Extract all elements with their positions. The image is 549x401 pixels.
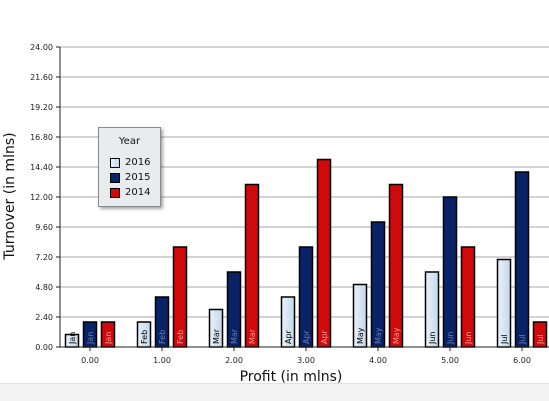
y-tick-label: 21.60 [30, 73, 53, 82]
bar-category-label: Jun [428, 332, 437, 346]
y-tick-label: 7.20 [35, 253, 53, 262]
bar-2015-jun[interactable] [442, 196, 458, 348]
bar-category-label: May [392, 327, 401, 344]
legend-swatch-2014 [110, 187, 120, 198]
y-tick-label: 4.80 [35, 283, 53, 292]
bar-category-label: Jul [500, 334, 509, 345]
x-tick-label: 1.00 [153, 356, 171, 365]
bar-category-label: May [374, 327, 383, 344]
legend-title: Year [118, 136, 141, 147]
bar-chart: Jan Feb Mar Apr May Jun Jul Jan Feb Mar Apr May Jun J… [2, 43, 549, 383]
bar-category-label: Feb [140, 330, 149, 344]
tick-labels: 0.00 2.40 4.80 7.20 9.60 12.00 14.40 16.80 19.20… [30, 43, 531, 365]
bar-2014-may[interactable] [388, 183, 404, 348]
bar-category-label: Apr [284, 329, 293, 344]
bar-category-label: Jun [446, 332, 455, 346]
footer-bar [0, 383, 549, 401]
x-axis-label: Profit (in mlns) [240, 369, 343, 383]
bar-category-label: Jan [68, 332, 77, 345]
axes [56, 46, 549, 351]
legend-item-2014: 2014 [110, 187, 150, 198]
bar-category-label: Mar [248, 328, 257, 344]
y-tick-label: 2.40 [35, 313, 53, 322]
x-tick-label: 3.00 [297, 356, 315, 365]
y-tick-label: 14.40 [30, 163, 53, 172]
bar-category-label: May [356, 327, 365, 344]
bar-category-label: Feb [158, 330, 167, 344]
y-tick-label: 0.00 [35, 343, 53, 352]
y-tick-label: 12.00 [30, 193, 53, 202]
y-tick-label: 9.60 [35, 223, 53, 232]
bar-2016-jul[interactable] [496, 258, 512, 348]
y-tick-label: 16.80 [30, 133, 53, 142]
legend-label-2014: 2014 [125, 187, 151, 198]
bar-2014-mar[interactable] [244, 183, 260, 348]
legend-swatch-2015 [110, 172, 120, 183]
bar-2014-apr[interactable] [316, 158, 332, 348]
x-tick-label: 0.00 [81, 356, 99, 365]
bar-category-label: Jul [518, 334, 527, 345]
bar-2015-jul[interactable] [514, 171, 530, 348]
x-tick-label: 4.00 [369, 356, 387, 365]
bar-category-label: Jan [86, 332, 95, 345]
bar-category-label: Mar [230, 328, 239, 344]
x-tick-label: 6.00 [513, 356, 531, 365]
legend-item-2015: 2015 [110, 172, 150, 183]
bar-category-label: Apr [302, 329, 311, 344]
legend-item-2016: 2016 [110, 157, 150, 168]
legend-swatch-2016 [110, 157, 120, 168]
legend: Year 2016 2015 2014 [98, 127, 161, 207]
x-tick-label: 5.00 [441, 356, 459, 365]
bar-category-label: Feb [176, 330, 185, 344]
legend-label-2015: 2015 [125, 172, 151, 183]
y-axis-label: Turnover (in mlns) [2, 132, 18, 260]
bar-category-label: Apr [320, 329, 329, 344]
bar-category-label: Mar [212, 328, 221, 344]
bar-category-label: Jan [104, 332, 113, 345]
bar-category-label: Jul [536, 334, 545, 345]
y-tick-label: 24.00 [30, 43, 53, 52]
y-tick-label: 19.20 [30, 103, 53, 112]
legend-label-2016: 2016 [125, 157, 151, 168]
bar-category-label: Jun [464, 332, 473, 346]
x-tick-label: 2.00 [225, 356, 243, 365]
